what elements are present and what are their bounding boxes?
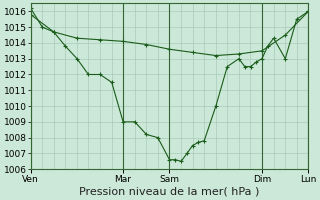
X-axis label: Pression niveau de la mer( hPa ): Pression niveau de la mer( hPa ): [79, 187, 260, 197]
